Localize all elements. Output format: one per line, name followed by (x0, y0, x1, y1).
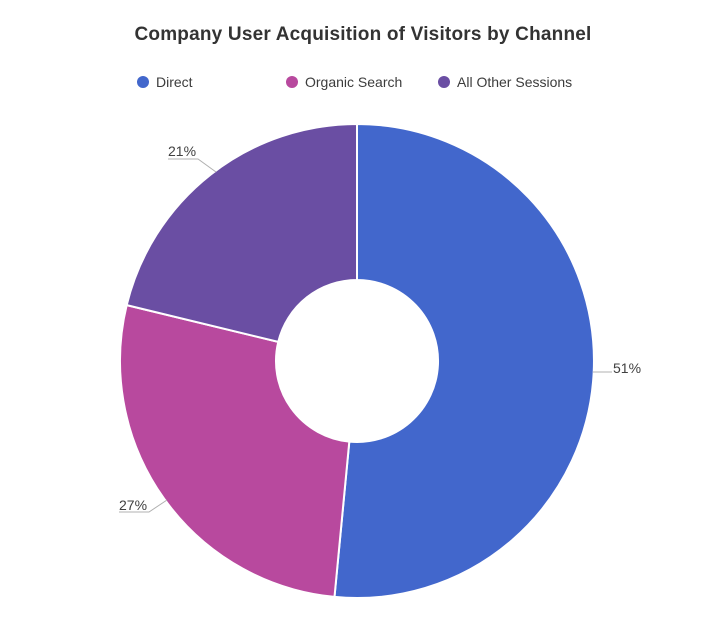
slice-label-organic-search: 27% (119, 497, 147, 513)
legend-label-organic-search: Organic Search (305, 73, 403, 90)
pie-slice-direct[interactable] (333, 123, 595, 599)
legend-item-direct: Direct (137, 73, 193, 90)
legend-swatch-organic-search-icon (286, 75, 298, 88)
legend-label-all-other-sessions: All Other Sessions (457, 73, 573, 90)
donut-slices (119, 123, 595, 599)
legend-swatch-direct-icon (137, 75, 149, 88)
chart-title: Company User Acquisition of Visitors by … (134, 24, 592, 45)
leader-line-organic-search (119, 499, 168, 513)
slice-label-all-other-sessions: 21% (168, 143, 196, 159)
leader-line-all-other-sessions (168, 158, 217, 173)
legend-item-organic-search: Organic Search (286, 73, 403, 90)
legend-swatch-all-other-sessions-icon (438, 75, 450, 88)
legend-label-direct: Direct (156, 73, 193, 90)
pie-slice-all-other-sessions[interactable] (125, 123, 358, 343)
legend-item-all-other-sessions: All Other Sessions (438, 73, 573, 90)
slice-label-direct: 51% (613, 360, 641, 376)
pie-slice-organic-search[interactable] (119, 304, 351, 598)
